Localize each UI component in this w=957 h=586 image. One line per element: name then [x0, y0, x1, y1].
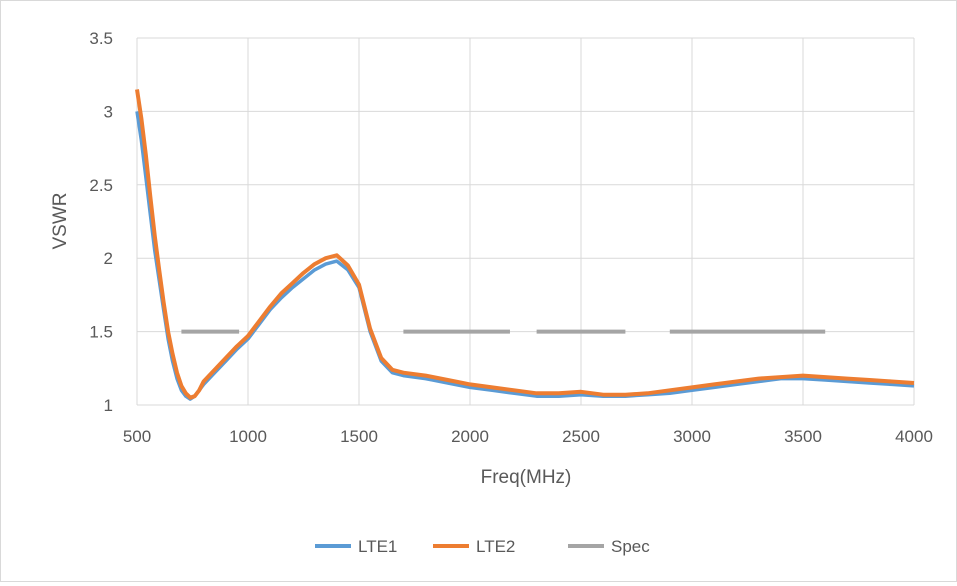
- y-tick-label: 3.5: [89, 29, 113, 48]
- y-axis-title: VSWR: [50, 193, 71, 250]
- legend-label: Spec: [611, 537, 650, 556]
- y-tick-label: 1: [104, 396, 113, 415]
- x-tick-label: 3500: [784, 427, 822, 446]
- x-tick-label: 2000: [451, 427, 489, 446]
- x-tick-label: 1500: [340, 427, 378, 446]
- series-group: [135, 89, 915, 401]
- legend-item-lte1: LTE1: [315, 537, 397, 556]
- series-lte2: [135, 89, 915, 400]
- x-tick-labels: 500 1000 1500 2000 2500 3000 3500 4000: [123, 427, 933, 446]
- y-tick-labels: 1 1.5 2 2.5 3 3.5: [89, 29, 113, 415]
- series-line: [135, 111, 915, 401]
- y-tick-label: 2.5: [89, 176, 113, 195]
- legend-label: LTE2: [476, 537, 515, 556]
- y-tick-label: 1.5: [89, 323, 113, 342]
- legend-label: LTE1: [358, 537, 397, 556]
- y-tick-label: 2: [104, 249, 113, 268]
- x-tick-label: 3000: [673, 427, 711, 446]
- series-lte1: [135, 111, 915, 401]
- x-tick-label: 1000: [229, 427, 267, 446]
- legend-item-spec: Spec: [568, 537, 650, 556]
- legend-item-lte2: LTE2: [433, 537, 515, 556]
- legend: LTE1 LTE2 Spec: [315, 537, 650, 556]
- grid-lines: [136, 37, 915, 406]
- y-tick-label: 3: [104, 102, 113, 121]
- x-axis-title: Freq(MHz): [481, 467, 572, 488]
- x-tick-label: 2500: [562, 427, 600, 446]
- x-tick-label: 4000: [895, 427, 933, 446]
- x-tick-label: 500: [123, 427, 151, 446]
- series-line: [135, 89, 915, 400]
